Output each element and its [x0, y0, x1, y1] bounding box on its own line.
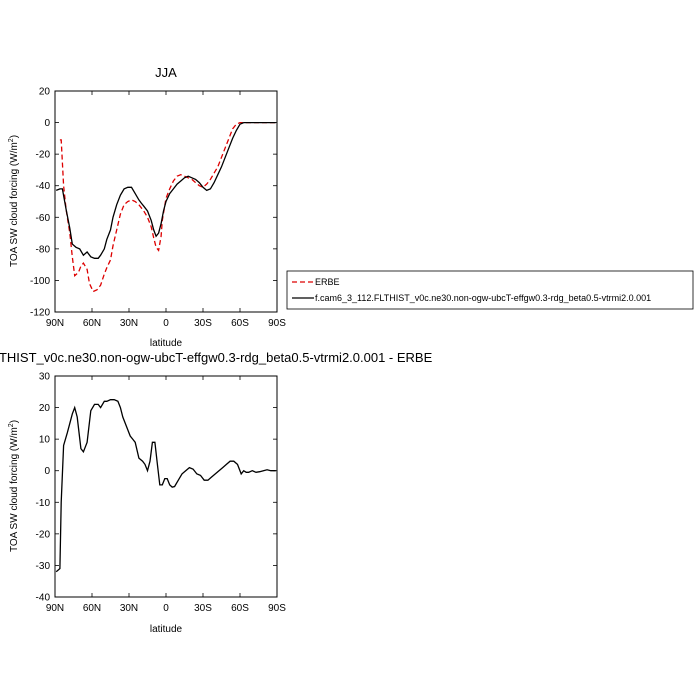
top-series-line-1 — [55, 121, 276, 259]
bottom-x-tick-label: 90S — [268, 603, 286, 614]
legend-label-model: f.cam6_3_112.FLTHIST_v0c.ne30.non-ogw-ub… — [315, 293, 651, 303]
bottom-y-tick-label: -10 — [36, 498, 51, 509]
top-x-tick-label: 60N — [83, 318, 101, 329]
top-y-axis-label-close: ) — [9, 135, 20, 138]
top-y-axis-label-main: TOA SW cloud forcing (W/m — [9, 142, 20, 267]
top-y-tick-label: -120 — [30, 308, 50, 319]
bottom-y-tick-label: -30 — [36, 561, 51, 572]
bottom-x-tick-label: 30N — [120, 603, 138, 614]
top-y-tick-label: -80 — [36, 244, 51, 255]
bottom-series-lines — [55, 399, 276, 573]
top-y-tick-label: -40 — [36, 181, 51, 192]
legend: ERBE f.cam6_3_112.FLTHIST_v0c.ne30.non-o… — [286, 270, 694, 310]
bottom-y-axis-label-close: ) — [9, 420, 20, 423]
top-y-ticks: -120 -100 -80 -60 -40 -20 0 20 — [30, 87, 277, 319]
legend-box — [286, 270, 694, 310]
top-y-tick-label: 0 — [44, 118, 50, 129]
bottom-y-tick-label: 10 — [39, 435, 51, 446]
bottom-x-tick-label: 0 — [163, 603, 169, 614]
bottom-y-tick-label: 20 — [39, 403, 51, 414]
top-series-line-0 — [59, 121, 276, 293]
bottom-y-axis-label-main: TOA SW cloud forcing (W/m — [9, 427, 20, 552]
top-x-tick-label: 0 — [163, 318, 169, 329]
bottom-y-tick-label: 30 — [39, 372, 51, 383]
top-x-tick-label: 90S — [268, 318, 286, 329]
bottom-y-tick-label: 0 — [44, 466, 50, 477]
bottom-x-ticks: 90N 60N 30N 0 30S 60S 90S — [46, 376, 286, 614]
top-x-ticks: 90N 60N 30N 0 30S 60S 90S — [46, 91, 286, 329]
top-x-axis-label: latitude — [150, 338, 183, 349]
top-y-tick-label: -60 — [36, 213, 51, 224]
bottom-x-tick-label: 60S — [231, 603, 249, 614]
top-series-lines — [55, 121, 276, 293]
bottom-y-tick-label: -40 — [36, 593, 51, 604]
top-x-tick-label: 30N — [120, 318, 138, 329]
top-x-tick-label: 30S — [194, 318, 212, 329]
bottom-chart-title: f.cam6_3_112.FLTHIST_v0c.ne30.non-ogw-ub… — [0, 350, 433, 365]
bottom-x-axis-label: latitude — [150, 624, 183, 635]
bottom-x-tick-label: 60N — [83, 603, 101, 614]
top-y-tick-label: -100 — [30, 276, 50, 287]
bottom-y-axis-label-sup: 2 — [8, 423, 15, 427]
legend-label-erbe: ERBE — [315, 277, 340, 287]
top-y-tick-label: 20 — [39, 87, 51, 98]
top-panel: JJA -120 -100 -80 -60 -40 -20 0 20 90N 60N 30N 0 30… — [8, 65, 694, 349]
top-y-axis-label-sup: 2 — [8, 138, 15, 142]
top-y-tick-label: -20 — [36, 150, 51, 161]
bottom-series-line-0 — [55, 399, 276, 573]
top-y-axis-label: TOA SW cloud forcing (W/m2) — [8, 135, 20, 267]
bottom-panel: f.cam6_3_112.FLTHIST_v0c.ne30.non-ogw-ub… — [0, 350, 433, 635]
bottom-x-tick-label: 30S — [194, 603, 212, 614]
top-chart-title: JJA — [155, 65, 177, 80]
bottom-x-tick-label: 90N — [46, 603, 64, 614]
bottom-y-ticks: -40 -30 -20 -10 0 10 20 30 — [36, 372, 277, 604]
top-x-tick-label: 90N — [46, 318, 64, 329]
bottom-y-axis-label: TOA SW cloud forcing (W/m2) — [8, 420, 20, 552]
top-x-tick-label: 60S — [231, 318, 249, 329]
bottom-plot-frame — [54, 375, 278, 598]
bottom-y-tick-label: -20 — [36, 529, 51, 540]
